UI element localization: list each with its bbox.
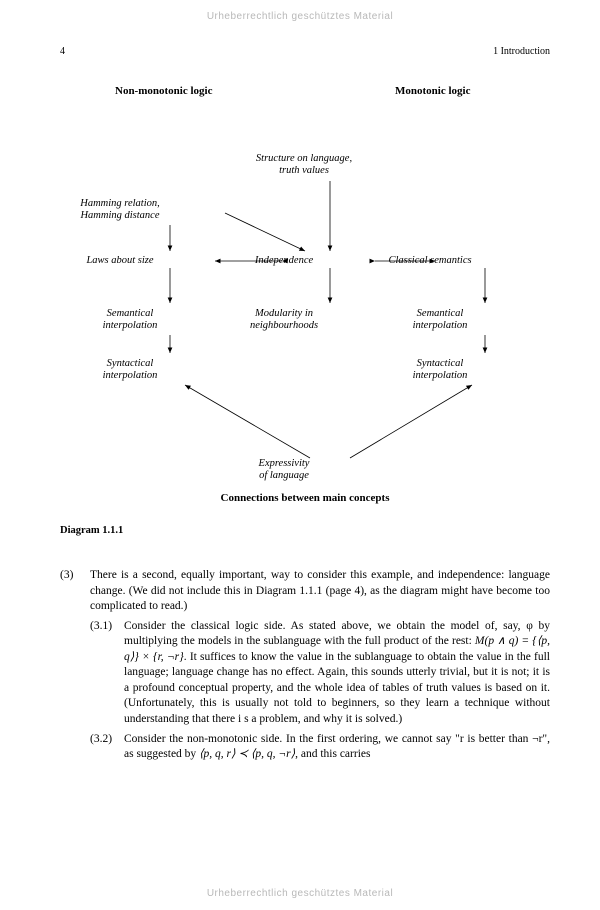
body-text: (3) There is a second, equally important… — [60, 568, 550, 762]
node-hamming: Hamming relation,Hamming distance — [60, 198, 180, 222]
item-number-3: (3) — [60, 568, 90, 615]
node-structure: Structure on language,truth values — [239, 153, 369, 177]
page-content: 4 1 Introduction Non-monotonic logic Mon… — [60, 45, 550, 870]
item-number-32: (3.2) — [90, 732, 124, 763]
diagram-caption: Connections between main concepts — [60, 491, 550, 506]
col-header-right: Monotonic logic — [395, 84, 470, 99]
item-text-31: Consider the classical logic side. As st… — [124, 619, 550, 728]
section-title: 1 Introduction — [493, 45, 550, 59]
node-sem_left: Semanticalinterpolation — [85, 308, 175, 332]
node-sem_right: Semanticalinterpolation — [395, 308, 485, 332]
watermark-top: Urheberrechtlich geschütztes Material — [0, 10, 600, 24]
node-classical: Classical semantics — [370, 255, 490, 267]
item-number-31: (3.1) — [90, 619, 124, 728]
page-header: 4 1 Introduction — [60, 45, 550, 59]
node-modularity: Modularity inneighbourhoods — [234, 308, 334, 332]
node-syn_right: Syntacticalinterpolation — [395, 358, 485, 382]
node-independence: Independence — [239, 255, 329, 267]
page-number: 4 — [60, 45, 65, 59]
formula-32: ⟨p, q, r⟩ ≺ ⟨p, q, ¬r⟩ — [199, 748, 295, 760]
item-text-3: There is a second, equally important, wa… — [90, 568, 550, 615]
diagram-area: Structure on language,truth values Hammin… — [60, 103, 550, 493]
watermark-bottom: Urheberrechtlich geschütztes Material — [0, 887, 600, 901]
item-text-32: Consider the non-monotonic side. In the … — [124, 732, 550, 763]
diagram-column-headers: Non-monotonic logic Monotonic logic — [60, 84, 550, 99]
node-syn_left: Syntacticalinterpolation — [85, 358, 175, 382]
diagram-label: Diagram 1.1.1 — [60, 524, 550, 538]
col-header-left: Non-monotonic logic — [115, 84, 265, 99]
node-laws: Laws about size — [70, 255, 170, 267]
node-expressivity: Expressivityof language — [239, 458, 329, 482]
